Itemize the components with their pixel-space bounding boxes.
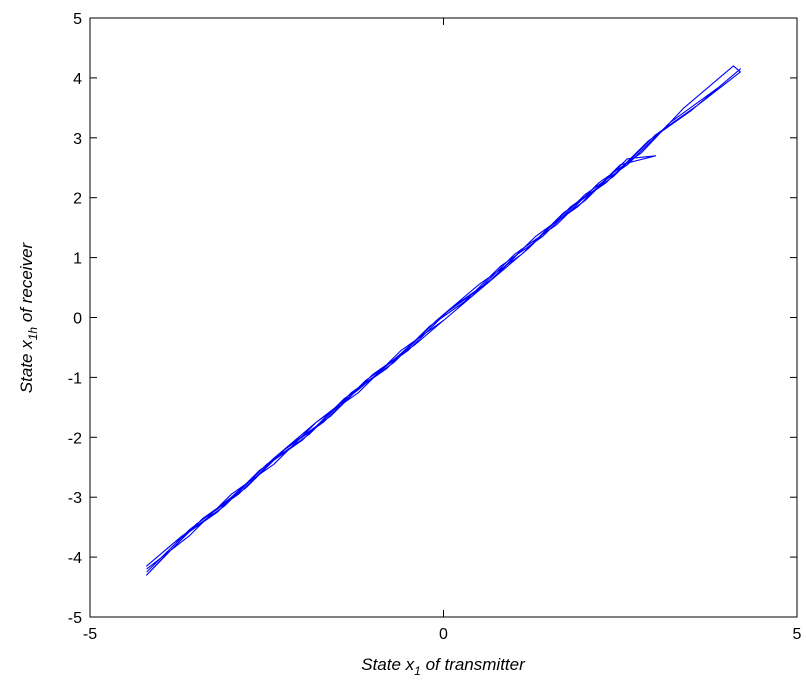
y-tick-label: 1 (73, 251, 82, 268)
y-tick-label: 5 (73, 11, 82, 28)
y-tick-label: 2 (73, 191, 82, 208)
x-axis: -5 0 5 (83, 18, 802, 643)
x-tick-label: 5 (793, 626, 802, 643)
y-tick-label: -5 (68, 610, 82, 627)
y-tick-label: 3 (73, 131, 82, 148)
y-tick-label: -1 (68, 370, 82, 387)
y-tick-label: -3 (68, 490, 82, 507)
y-axis: -5 -4 -3 -2 -1 0 1 2 3 4 5 (68, 11, 797, 627)
x-tick-label: -5 (83, 626, 97, 643)
x-axis-label: State x1 of transmitter (361, 655, 526, 678)
y-tick-label: 0 (73, 311, 82, 328)
y-tick-label: -2 (68, 430, 82, 447)
trace-group (146, 65, 741, 576)
series-trace (146, 65, 741, 576)
x-tick-label: 0 (439, 626, 448, 643)
y-tick-label: 4 (73, 71, 82, 88)
y-axis-label: State x1h of receiver (17, 241, 40, 393)
y-tick-label: -4 (68, 550, 82, 567)
